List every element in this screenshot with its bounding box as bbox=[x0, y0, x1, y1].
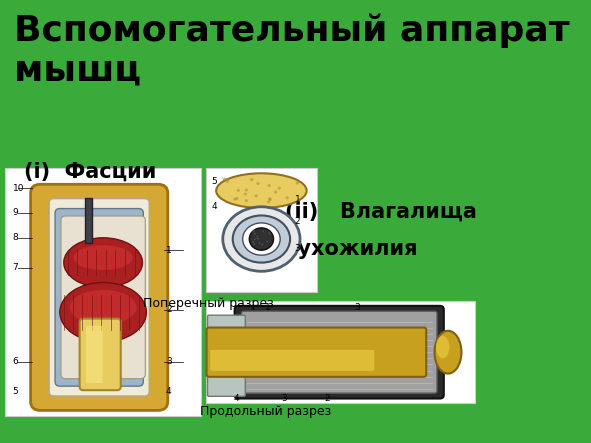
Bar bbox=[5, 168, 202, 416]
Text: 4: 4 bbox=[233, 393, 239, 403]
FancyBboxPatch shape bbox=[61, 216, 145, 379]
Ellipse shape bbox=[256, 236, 258, 237]
Text: 9: 9 bbox=[12, 209, 18, 218]
Ellipse shape bbox=[250, 178, 254, 181]
Ellipse shape bbox=[233, 215, 290, 263]
Ellipse shape bbox=[274, 190, 277, 194]
Text: 5: 5 bbox=[12, 387, 18, 396]
Text: 3: 3 bbox=[354, 303, 360, 312]
Text: 10: 10 bbox=[12, 184, 24, 193]
FancyBboxPatch shape bbox=[210, 350, 374, 371]
Ellipse shape bbox=[268, 184, 271, 187]
Ellipse shape bbox=[243, 223, 280, 255]
Text: 8: 8 bbox=[12, 233, 18, 242]
Ellipse shape bbox=[60, 283, 147, 342]
Ellipse shape bbox=[74, 245, 132, 270]
Ellipse shape bbox=[254, 233, 256, 234]
Text: (ii)   Влагалища: (ii) Влагалища bbox=[285, 202, 478, 222]
Text: Вспомогательный аппарат
мышц: Вспомогательный аппарат мышц bbox=[14, 13, 570, 87]
Ellipse shape bbox=[226, 180, 229, 183]
Ellipse shape bbox=[254, 238, 255, 240]
FancyBboxPatch shape bbox=[207, 371, 245, 396]
Ellipse shape bbox=[256, 182, 259, 185]
Text: 2: 2 bbox=[166, 305, 171, 314]
FancyBboxPatch shape bbox=[31, 184, 168, 410]
Ellipse shape bbox=[268, 231, 270, 233]
FancyBboxPatch shape bbox=[206, 327, 426, 377]
Ellipse shape bbox=[223, 207, 300, 271]
Ellipse shape bbox=[261, 244, 263, 245]
Ellipse shape bbox=[268, 197, 271, 200]
Text: Продольный разрез: Продольный разрез bbox=[200, 405, 331, 418]
Ellipse shape bbox=[269, 233, 271, 235]
Text: 1: 1 bbox=[294, 195, 300, 204]
Ellipse shape bbox=[233, 198, 236, 201]
Ellipse shape bbox=[268, 198, 272, 201]
Text: (i)  Фасции: (i) Фасции bbox=[24, 162, 157, 182]
FancyBboxPatch shape bbox=[86, 198, 92, 243]
Text: 3: 3 bbox=[294, 245, 300, 253]
Ellipse shape bbox=[226, 178, 229, 181]
Text: 1: 1 bbox=[265, 303, 271, 312]
Ellipse shape bbox=[285, 196, 289, 199]
Ellipse shape bbox=[223, 178, 226, 181]
Ellipse shape bbox=[434, 331, 462, 373]
Text: 2: 2 bbox=[324, 393, 330, 403]
Ellipse shape bbox=[236, 189, 240, 192]
Ellipse shape bbox=[235, 197, 239, 200]
Text: 5: 5 bbox=[212, 178, 217, 187]
Ellipse shape bbox=[216, 173, 307, 208]
Ellipse shape bbox=[254, 244, 255, 245]
FancyBboxPatch shape bbox=[80, 319, 121, 390]
Ellipse shape bbox=[243, 192, 247, 195]
FancyBboxPatch shape bbox=[55, 209, 144, 386]
Ellipse shape bbox=[267, 200, 270, 203]
Ellipse shape bbox=[252, 241, 254, 243]
Ellipse shape bbox=[259, 242, 260, 244]
Ellipse shape bbox=[436, 336, 449, 358]
Text: 7: 7 bbox=[12, 263, 18, 272]
Ellipse shape bbox=[296, 182, 299, 185]
Bar bbox=[206, 168, 317, 292]
Ellipse shape bbox=[278, 187, 281, 190]
Text: 3: 3 bbox=[281, 393, 287, 403]
FancyBboxPatch shape bbox=[207, 315, 245, 338]
Ellipse shape bbox=[267, 241, 268, 242]
Ellipse shape bbox=[245, 189, 248, 192]
Ellipse shape bbox=[255, 194, 258, 198]
Text: Поперечный разрез: Поперечный разрез bbox=[143, 297, 274, 310]
Ellipse shape bbox=[253, 230, 255, 231]
FancyBboxPatch shape bbox=[86, 326, 103, 383]
FancyBboxPatch shape bbox=[49, 198, 149, 396]
Text: сухожилия: сухожилия bbox=[285, 239, 418, 259]
Text: 1: 1 bbox=[166, 246, 172, 255]
Bar bbox=[206, 301, 475, 403]
Ellipse shape bbox=[70, 290, 137, 325]
Text: 6: 6 bbox=[12, 358, 18, 366]
Text: 4: 4 bbox=[166, 387, 171, 396]
Ellipse shape bbox=[257, 238, 259, 239]
Ellipse shape bbox=[262, 231, 264, 233]
FancyBboxPatch shape bbox=[235, 306, 444, 399]
Ellipse shape bbox=[256, 237, 258, 239]
FancyBboxPatch shape bbox=[242, 311, 437, 393]
Ellipse shape bbox=[249, 228, 274, 250]
Ellipse shape bbox=[245, 199, 248, 202]
Text: 2: 2 bbox=[294, 217, 300, 226]
FancyBboxPatch shape bbox=[207, 343, 245, 366]
Text: 3: 3 bbox=[166, 358, 172, 366]
Ellipse shape bbox=[252, 231, 254, 233]
Ellipse shape bbox=[64, 238, 142, 288]
Text: 4: 4 bbox=[212, 202, 217, 211]
